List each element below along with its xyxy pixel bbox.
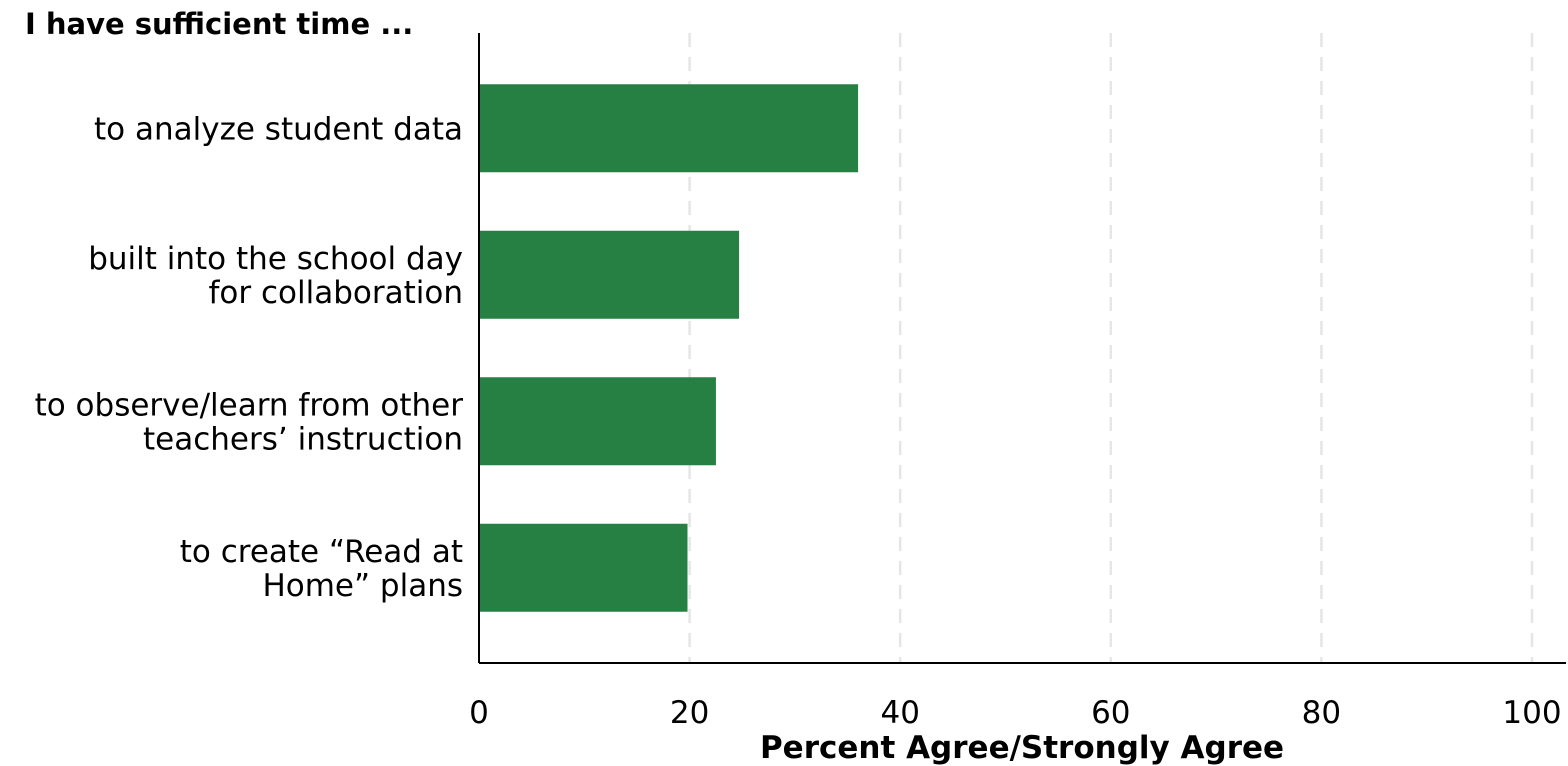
x-tick-label: 100	[1502, 695, 1561, 731]
category-label-line: teachers’ instruction	[143, 421, 463, 457]
category-label: to create “Read at Home” plans	[180, 534, 463, 604]
bar	[479, 377, 716, 466]
category-label: built into the school day for collaborati…	[88, 241, 463, 311]
x-tick-label: 60	[1091, 695, 1130, 731]
category-label-line: for collaboration	[209, 275, 463, 311]
category-label-line: Home” plans	[262, 568, 463, 604]
x-tick-label: 80	[1302, 695, 1341, 731]
chart-title: I have sufficient time ...	[25, 7, 413, 41]
category-label-line: to create “Read at	[180, 534, 463, 570]
x-tick-label: 0	[469, 695, 489, 731]
bar	[479, 523, 688, 612]
bar	[479, 84, 859, 173]
x-tick-label: 20	[670, 695, 709, 731]
x-tick-labels: 0 20 40 60 80 100	[469, 695, 1561, 731]
category-label-line: to observe/learn from other	[35, 387, 464, 423]
bars	[479, 84, 859, 612]
category-label-line: to analyze student data	[94, 111, 463, 147]
bar	[479, 230, 740, 319]
category-label-line: built into the school day	[88, 241, 463, 277]
axes	[478, 33, 1566, 664]
category-label: to analyze student data	[94, 111, 463, 147]
x-tick-label: 40	[880, 695, 919, 731]
x-axis-title: Percent Agree/Strongly Agree	[760, 730, 1284, 766]
category-labels: to analyze student data built into the sc…	[35, 111, 464, 604]
category-label: to observe/learn from other teachers’ ins…	[35, 387, 464, 457]
